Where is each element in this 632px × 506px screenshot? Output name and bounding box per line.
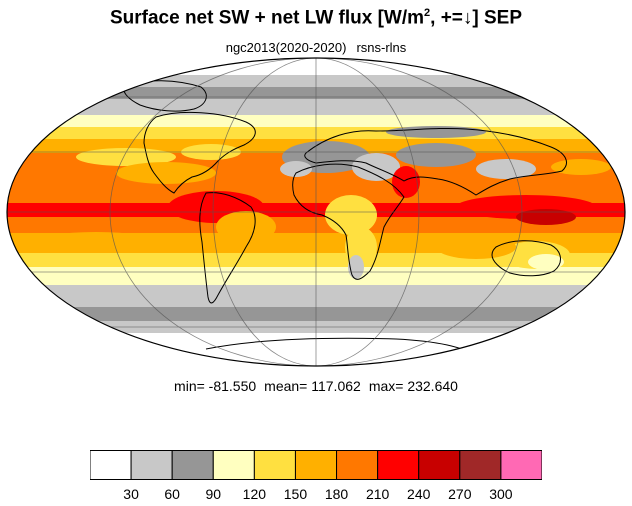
colorbar-swatch xyxy=(253,450,296,480)
stat-max: max= 232.640 xyxy=(368,378,458,394)
globe-outline xyxy=(6,57,626,367)
colorbar-tick-label: 60 xyxy=(164,486,180,502)
colorbar-tick-label: 180 xyxy=(324,486,349,502)
colorbar-swatch xyxy=(130,450,173,480)
title-suffix: , +=↓] SEP xyxy=(430,7,523,29)
stats-line: min= -81.550 mean= 117.062 max= 232.640 xyxy=(0,378,632,394)
colorbar-swatch xyxy=(459,450,502,480)
colorbar-swatch xyxy=(171,450,214,480)
colorbar-swatch xyxy=(377,450,420,480)
colorbar-tick-label: 30 xyxy=(123,486,139,502)
colorbar-tick-label: 210 xyxy=(365,486,390,502)
colorbar-swatch xyxy=(500,450,542,480)
stat-mean: mean= 117.062 xyxy=(264,378,361,394)
colorbar-swatch xyxy=(90,450,132,480)
chart-title: Surface net SW + net LW flux [W/m2, +=↓]… xyxy=(0,7,632,29)
colorbar-labels: 30 60 90 120 150 180 210 240 270 300 xyxy=(0,486,632,504)
colorbar-swatch xyxy=(294,450,338,480)
colorbar-swatch xyxy=(336,450,379,480)
coastlines xyxy=(123,80,567,358)
subtitle-experiment: ngc2013(2020-2020) xyxy=(225,40,347,55)
colorbar-tick-label: 150 xyxy=(283,486,308,502)
colorbar xyxy=(90,450,542,480)
subtitle-variable: rsns-rlns xyxy=(356,40,407,55)
colorbar-swatch xyxy=(418,450,461,480)
stat-min: min= -81.550 xyxy=(174,378,257,394)
title-superscript: 2 xyxy=(424,7,431,19)
title-main: Surface net SW + net LW flux [W/m xyxy=(109,7,425,29)
colorbar-swatch xyxy=(212,450,255,480)
map-svg xyxy=(6,57,626,367)
colorbar-tick-label: 240 xyxy=(407,486,431,502)
colorbar-tick-label: 120 xyxy=(242,486,267,502)
colorbar-tick-label: 270 xyxy=(448,486,472,502)
world-map xyxy=(6,57,626,367)
colorbar-tick-label: 90 xyxy=(205,486,222,502)
colorbar-tick-label: 300 xyxy=(489,486,513,502)
subtitle: ngc2013(2020-2020) rsns-rlns xyxy=(0,40,632,55)
